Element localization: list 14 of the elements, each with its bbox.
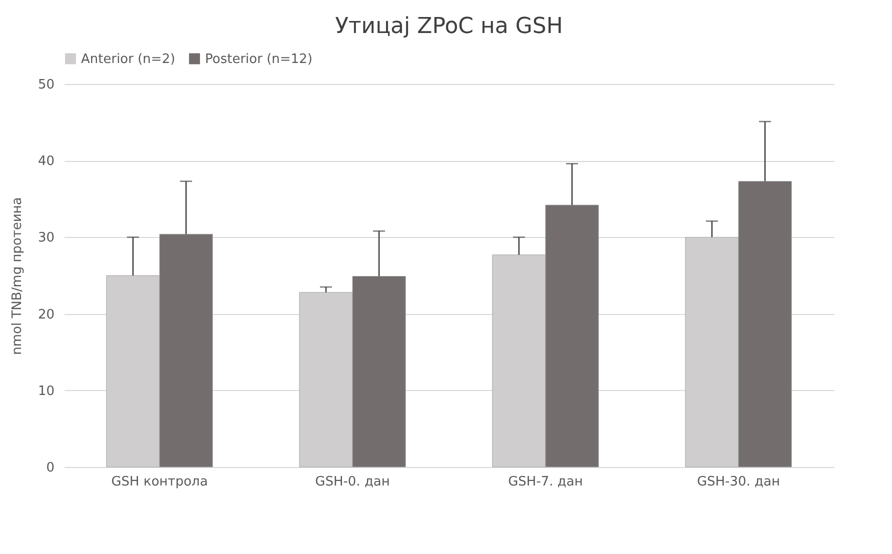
legend-label: Posterior (n=12) [205,52,312,67]
x-tick-label: GSH-30. дан [696,474,780,490]
y-axis-title: nmol TNB/mg протеина [10,197,25,355]
y-tick-label: 0 [46,460,54,476]
y-tick-label: 20 [38,307,54,322]
y-tick-label: 30 [38,230,54,246]
chart-title: Утицај ZPoC на GSH [335,14,563,39]
y-tick-label: 10 [38,384,54,399]
x-tick-label: GSH-7. дан [508,474,583,490]
y-tick-label: 50 [38,78,54,92]
legend-label: Anterior (n=2) [81,52,176,67]
x-tick-label: GSH контрола [111,474,208,490]
x-tick-label: GSH-0. дан [315,474,390,490]
y-tick-label: 40 [38,154,54,170]
